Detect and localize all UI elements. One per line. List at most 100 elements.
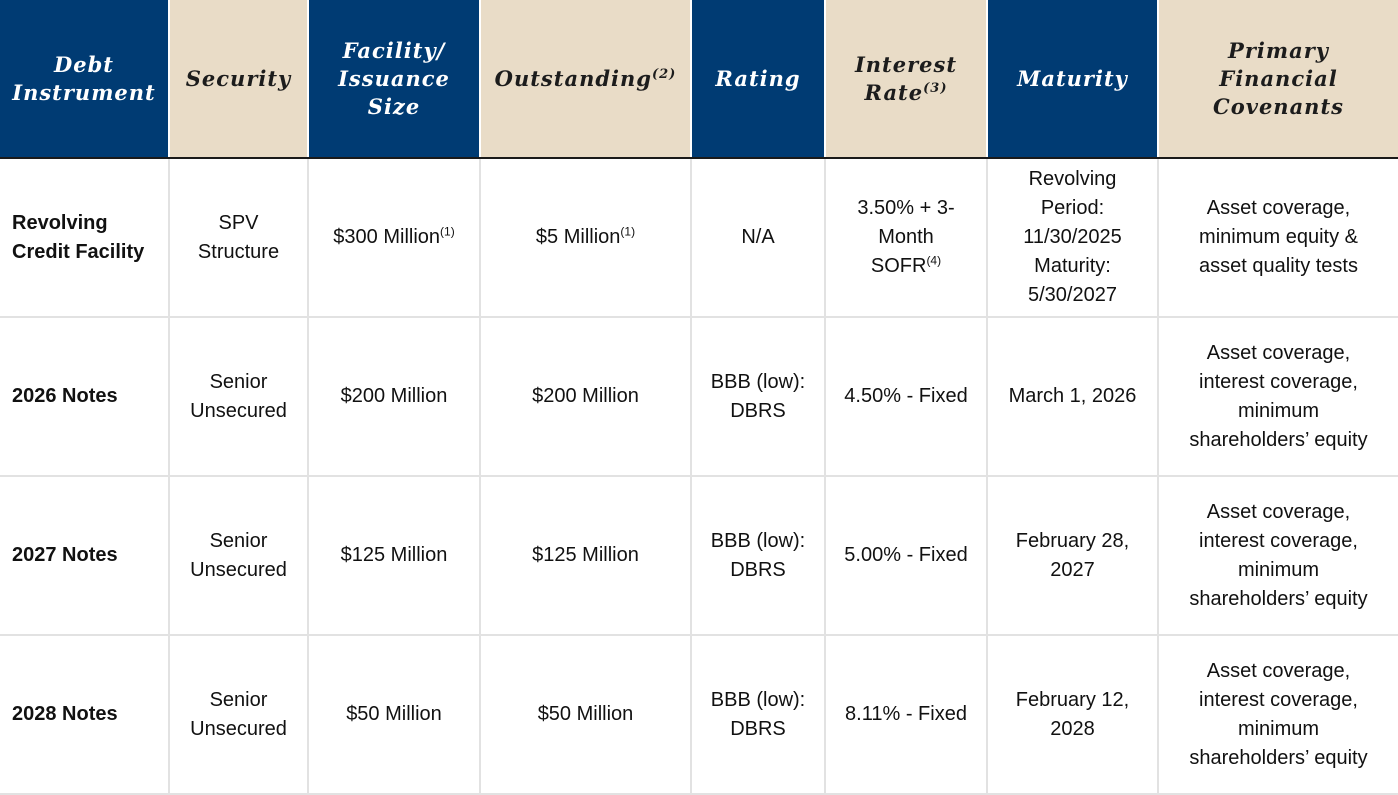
- header-text: Rate: [864, 79, 924, 105]
- cell-text: $125 Million: [532, 544, 639, 566]
- cell-line: 2028: [1050, 717, 1095, 740]
- cell-line: Senior: [209, 688, 268, 711]
- cell-line: 2026 Notes: [12, 385, 118, 407]
- cell-line: minimum equity &: [1199, 226, 1358, 248]
- header-security: Security: [169, 0, 309, 159]
- footnote-marker: (1): [620, 224, 636, 239]
- cell-line: 3.50% + 3-: [857, 197, 955, 219]
- cell-text: $200 Million: [532, 385, 639, 407]
- cell-line: 11/30/2025: [1023, 226, 1122, 248]
- cell-covenants: Asset coverage, interest coverage, minim…: [1158, 476, 1398, 636]
- cell-text: $50 Million: [537, 703, 634, 725]
- table-body: Revolving Credit Facility SPV Structure …: [0, 158, 1398, 795]
- cell-covenants: Asset coverage, interest coverage, minim…: [1158, 317, 1398, 477]
- cell-line: N/A: [741, 226, 775, 248]
- cell-line: Asset coverage,: [1206, 341, 1351, 364]
- cell-line: Asset coverage,: [1206, 659, 1351, 682]
- cell-size: $200 Million: [308, 317, 481, 477]
- cell-maturity: February 12, 2028: [987, 635, 1159, 795]
- cell-line: interest coverage,: [1199, 688, 1358, 711]
- cell-line: asset quality tests: [1199, 255, 1358, 277]
- cell-line: February 28,: [1015, 529, 1130, 552]
- header-outstanding: Outstanding(2): [480, 0, 692, 159]
- cell-line: 4.50% - Fixed: [844, 385, 968, 407]
- cell-size: $300 Million(1): [308, 158, 481, 318]
- cell-covenants: Asset coverage, minimum equity & asset q…: [1158, 158, 1398, 318]
- cell-line: Revolving: [1028, 168, 1117, 190]
- cell-security: Senior Unsecured: [169, 635, 309, 795]
- header-row: Debt Instrument Security Facility/ Issua…: [0, 0, 1398, 159]
- cell-line: Revolving: [12, 211, 108, 234]
- cell-line: 8.11% - Fixed: [845, 703, 967, 725]
- cell-rating: BBB (low): DBRS: [691, 635, 826, 795]
- cell-instrument: 2027 Notes: [0, 476, 170, 636]
- cell-instrument: 2026 Notes: [0, 317, 170, 477]
- cell-text: $200 Million: [340, 385, 448, 407]
- header-line: Issuance: [338, 65, 450, 91]
- cell-line: February 12,: [1015, 688, 1130, 711]
- header-line: Maturity: [1017, 65, 1128, 91]
- cell-line: interest coverage,: [1199, 370, 1358, 393]
- cell-outstanding: $125 Million: [480, 476, 692, 636]
- table-row: 2028 Notes Senior Unsecured $50 Million …: [0, 635, 1398, 795]
- cell-line: SPV: [218, 211, 259, 234]
- header-line: Instrument: [12, 79, 156, 105]
- header-line: Facility/: [342, 37, 446, 63]
- cell-line: Unsecured: [190, 558, 287, 581]
- cell-line: SOFR(4): [834, 252, 978, 281]
- header-line: Security: [185, 65, 292, 91]
- header-facility-size: Facility/ Issuance Size: [308, 0, 481, 159]
- cell-line: 2028 Notes: [12, 703, 118, 725]
- cell-outstanding: $50 Million: [480, 635, 692, 795]
- cell-interest-rate: 3.50% + 3- Month SOFR(4): [825, 158, 988, 318]
- table-row: 2026 Notes Senior Unsecured $200 Million…: [0, 317, 1398, 477]
- cell-line: BBB (low):: [710, 370, 806, 393]
- cell-line: DBRS: [730, 399, 786, 422]
- cell-security: SPV Structure: [169, 158, 309, 318]
- cell-line: minimum: [1237, 558, 1320, 581]
- header-covenants: Primary Financial Covenants: [1158, 0, 1398, 159]
- cell-line: DBRS: [730, 717, 786, 740]
- cell-line: shareholders’ equity: [1189, 587, 1368, 610]
- cell-line: Month: [878, 226, 934, 248]
- cell-line: shareholders’ equity: [1189, 428, 1368, 451]
- cell-line: Credit Facility: [12, 240, 145, 263]
- header-line: Debt: [54, 51, 114, 77]
- header-line: Interest: [854, 51, 958, 77]
- header-line: Size: [367, 93, 421, 119]
- cell-line: minimum: [1237, 399, 1320, 422]
- cell-outstanding: $5 Million(1): [480, 158, 692, 318]
- header-debt-instrument: Debt Instrument: [0, 0, 170, 159]
- cell-interest-rate: 8.11% - Fixed: [825, 635, 988, 795]
- footnote-marker: (2): [651, 66, 677, 82]
- cell-line: Senior: [209, 370, 268, 393]
- cell-text: $300 Million: [333, 226, 441, 248]
- cell-line: shareholders’ equity: [1189, 746, 1368, 769]
- cell-rating: N/A: [691, 158, 826, 318]
- cell-line: Unsecured: [190, 399, 287, 422]
- cell-line: Period:: [1040, 197, 1105, 219]
- cell-maturity: February 28, 2027: [987, 476, 1159, 636]
- cell-line: 5/30/2027: [1028, 284, 1117, 306]
- header-line: Covenants: [1213, 93, 1344, 119]
- header-line: Primary: [1228, 37, 1329, 63]
- cell-size: $50 Million: [308, 635, 481, 795]
- cell-line: 2027: [1050, 558, 1095, 581]
- header-text: Outstanding: [494, 65, 652, 91]
- cell-line: Maturity:: [1034, 255, 1111, 277]
- cell-line: Unsecured: [190, 717, 287, 740]
- cell-instrument: Revolving Credit Facility: [0, 158, 170, 318]
- cell-text: $5 Million: [535, 226, 621, 248]
- cell-line: March 1, 2026: [1008, 385, 1137, 407]
- cell-size: $125 Million: [308, 476, 481, 636]
- footnote-marker: (1): [440, 224, 455, 239]
- footnote-marker: (3): [923, 80, 948, 96]
- header-interest-rate: Interest Rate(3): [825, 0, 988, 159]
- cell-outstanding: $200 Million: [480, 317, 692, 477]
- cell-line: 2027 Notes: [12, 544, 118, 566]
- cell-line: BBB (low):: [710, 688, 806, 711]
- cell-interest-rate: 4.50% - Fixed: [825, 317, 988, 477]
- cell-rating: BBB (low): DBRS: [691, 476, 826, 636]
- footnote-marker: (4): [926, 253, 942, 268]
- cell-security: Senior Unsecured: [169, 317, 309, 477]
